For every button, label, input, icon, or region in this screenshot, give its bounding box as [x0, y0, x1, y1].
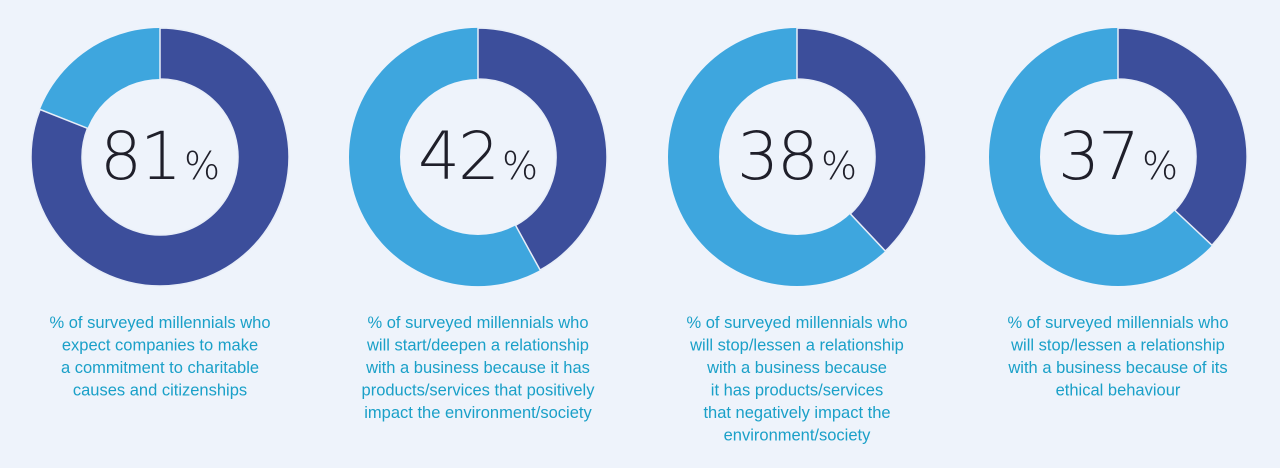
value-label: 37	[1058, 118, 1138, 195]
caption-line: a commitment to charitable	[61, 359, 259, 377]
caption-line: ethical behaviour	[1056, 382, 1181, 400]
unit-label: %	[821, 144, 857, 188]
caption-line: causes and citizenships	[73, 382, 247, 400]
value-label: 38	[737, 118, 817, 195]
caption-line: products/services that positively	[362, 382, 596, 400]
caption-line: with a business because	[706, 359, 887, 377]
donut-segment	[477, 27, 608, 272]
caption-line: that negatively impact the	[703, 404, 890, 422]
caption-line: will stop/lessen a relationship	[1010, 337, 1225, 355]
caption-line: it has products/services	[711, 382, 883, 400]
center-label: 37%	[1058, 118, 1178, 195]
caption-line: expect companies to make	[62, 337, 258, 355]
donut-segment	[1117, 27, 1248, 247]
caption-line: with a business because of its	[1007, 359, 1227, 377]
donut-segment	[796, 27, 927, 253]
center-label: 42%	[418, 118, 538, 195]
center-label: 81%	[100, 118, 220, 195]
caption-line: % of surveyed millennials who	[367, 314, 588, 332]
unit-label: %	[502, 144, 538, 188]
value-label: 42	[418, 118, 498, 195]
unit-label: %	[184, 144, 220, 188]
caption-line: % of surveyed millennials who	[686, 314, 907, 332]
caption-line: % of surveyed millennials who	[1007, 314, 1228, 332]
caption-line: environment/society	[724, 427, 871, 445]
caption-line: impact the environment/society	[364, 404, 592, 422]
donut-segment	[30, 27, 290, 287]
caption-line: with a business because it has	[365, 359, 590, 377]
unit-label: %	[1142, 144, 1178, 188]
center-label: 38%	[737, 118, 857, 195]
caption-line: % of surveyed millennials who	[49, 314, 270, 332]
caption-line: will stop/lessen a relationship	[689, 337, 904, 355]
value-label: 81	[100, 118, 180, 195]
caption-line: will start/deepen a relationship	[366, 337, 589, 355]
